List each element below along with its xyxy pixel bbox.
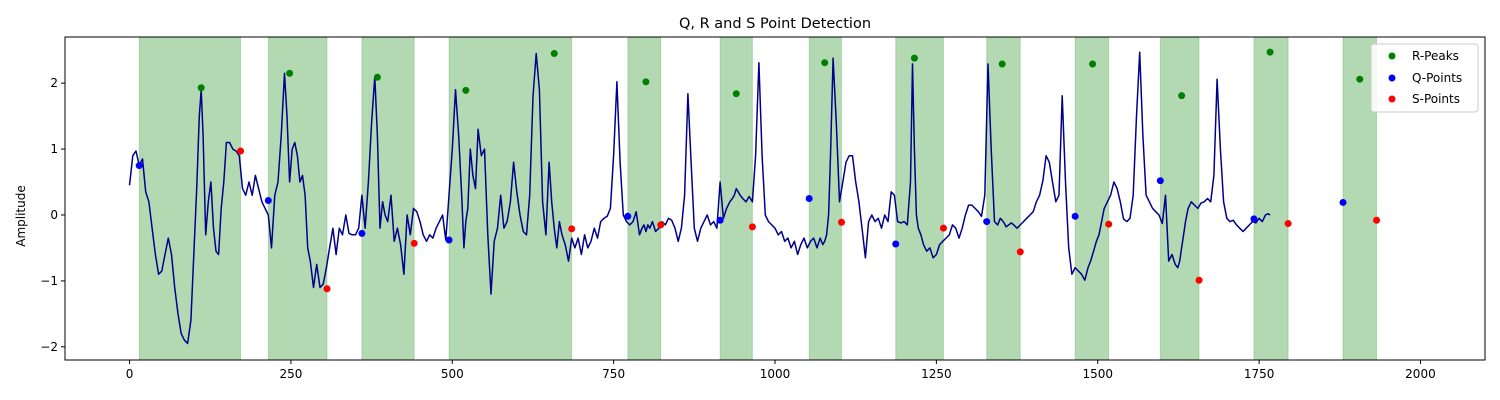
highlight-region-1 [267,36,328,361]
highlight-region-10 [1159,36,1200,361]
legend-label-q-points: Q-Points [1412,71,1462,85]
q-point-2 [358,229,366,237]
x-tick-label-1000: 1000 [760,367,791,381]
y-tick-label-0: 0 [50,208,58,222]
s-point-12 [1373,216,1381,224]
s-point-1 [323,285,331,293]
x-tick-label-750: 750 [602,367,625,381]
highlight-region-7 [895,36,944,361]
ecg-signal-line [128,51,1271,345]
q-point-10 [1156,177,1164,185]
q-point-0 [135,162,143,170]
y-tick-label--2: −2 [40,340,58,354]
s-point-6 [837,218,845,226]
q-point-9 [1071,212,1079,220]
s-point-4 [657,221,665,229]
q-point-3 [445,236,453,244]
r-peak-1 [286,69,294,77]
q-point-1 [264,196,272,204]
x-tick-label-1500: 1500 [1082,367,1113,381]
legend-frame [1370,43,1479,113]
highlight-region-6 [808,36,842,361]
y-axis-label: Amplitude [14,185,28,247]
s-point-0 [237,147,245,155]
s-point-3 [568,225,576,233]
r-peak-12 [1266,48,1274,56]
legend-label-r-peaks: R-Peaks [1412,49,1459,63]
x-tick-label-500: 500 [441,367,464,381]
r-peak-13 [1356,75,1364,83]
s-point-9 [1105,220,1113,228]
points-layer [135,48,1381,293]
highlight-region-8 [986,36,1021,361]
r-peak-4 [550,49,558,57]
highlight-region-9 [1074,36,1110,361]
s-point-10 [1195,276,1203,284]
s-point-2 [410,239,418,247]
r-peak-0 [197,84,205,92]
x-tick-label-2000: 2000 [1405,367,1436,381]
r-peak-9 [998,60,1006,68]
chart-title: Q, R and S Point Detection [679,16,871,32]
r-peak-5 [642,78,650,86]
q-point-6 [805,195,813,202]
legend-marker-r-peaks [1388,52,1396,60]
legend-marker-s-points [1388,95,1396,103]
x-tick-label-250: 250 [279,367,302,381]
y-tick-label-2: 2 [50,76,58,90]
y-tick-label--1: −1 [40,274,58,288]
highlight-region-0 [138,36,242,361]
legend-marker-q-points [1388,74,1396,82]
highlight-region-11 [1253,36,1289,361]
legend-label-s-points: S-Points [1412,92,1460,106]
q-point-12 [1339,198,1347,206]
highlight-region-4 [627,36,662,361]
q-point-11 [1250,215,1258,223]
signal-layer [128,51,1271,345]
r-peak-10 [1089,60,1097,68]
x-tick-label-0: 0 [126,367,134,381]
x-tick-label-1750: 1750 [1244,367,1275,381]
r-peak-2 [373,73,381,81]
q-point-4 [624,212,632,220]
r-peak-8 [910,54,918,62]
axis-ticks: 0 250 500 750 1000 1250 1500 1750 2000 −2 −1 0 1 2 [40,76,1435,381]
q-point-8 [983,218,991,226]
q-point-7 [892,240,900,248]
legend: R-Peaks Q-Points S-Points [1370,43,1479,113]
r-peak-3 [462,86,470,94]
s-point-7 [939,224,947,232]
x-tick-label-1250: 1250 [921,367,952,381]
highlight-region-2 [361,36,415,361]
r-peak-6 [732,90,740,98]
s-point-5 [748,223,756,231]
q-point-5 [716,216,724,224]
s-point-11 [1284,220,1292,228]
r-peak-7 [821,59,829,67]
s-point-8 [1016,248,1024,256]
r-peak-11 [1178,92,1186,100]
y-tick-label-1: 1 [50,142,58,156]
